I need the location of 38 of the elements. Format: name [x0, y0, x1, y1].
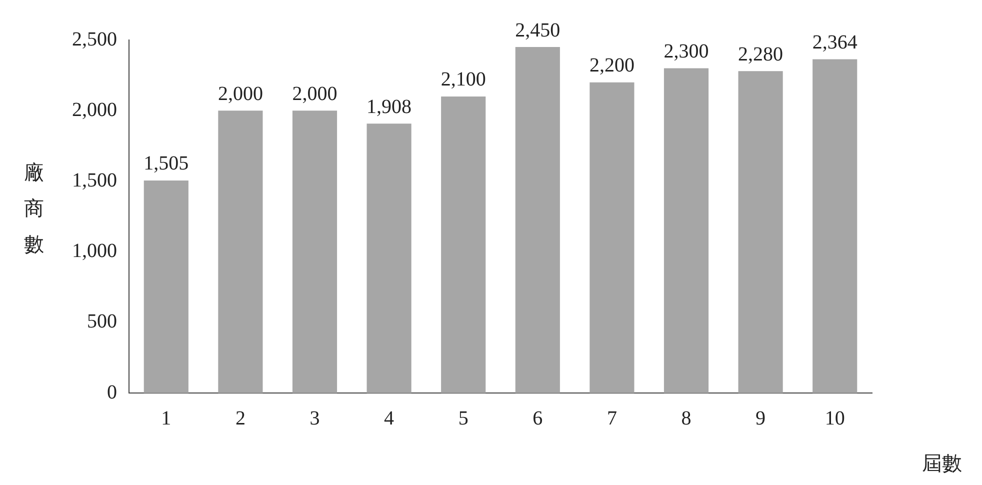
bar — [441, 96, 486, 393]
bar — [292, 110, 338, 393]
data-label: 2,200 — [589, 54, 634, 77]
bar — [218, 110, 263, 393]
bar — [590, 82, 634, 393]
x-tick-label: 2 — [235, 407, 246, 430]
bar — [738, 71, 783, 393]
y-tick-label: 2,500 — [72, 28, 117, 50]
data-label: 1,908 — [366, 96, 412, 118]
bar — [812, 59, 858, 393]
bar — [144, 180, 188, 393]
x-tick-label: 10 — [824, 407, 845, 430]
data-label: 1,505 — [144, 152, 189, 175]
y-tick-label: 1,000 — [72, 240, 117, 262]
x-tick-label: 5 — [458, 407, 468, 430]
x-axis-title: 屆數 — [922, 450, 962, 477]
data-label: 2,364 — [812, 31, 858, 54]
data-label: 2,280 — [738, 43, 784, 66]
y-axis-title: 廠商數 — [24, 160, 44, 256]
x-tick-label: 4 — [384, 407, 394, 430]
data-label: 2,300 — [664, 40, 709, 62]
x-tick-label: 9 — [756, 407, 766, 430]
y-tick-label: 0 — [107, 381, 117, 404]
x-tick-label: 6 — [532, 407, 543, 430]
bar — [515, 47, 560, 393]
x-tick-label: 7 — [606, 407, 617, 430]
x-tick-label: 3 — [310, 407, 320, 430]
bar — [366, 124, 412, 393]
y-tick-label: 500 — [87, 310, 117, 333]
data-label: 2,450 — [515, 19, 560, 42]
data-label: 2,000 — [218, 82, 263, 105]
y-tick-label: 1,500 — [72, 169, 117, 192]
y-tick-label: 2,000 — [72, 98, 117, 121]
x-tick-label: 8 — [681, 407, 692, 430]
data-label: 2,000 — [292, 82, 338, 105]
bar — [664, 68, 709, 393]
data-label: 2,100 — [440, 68, 486, 91]
x-tick-label: 1 — [161, 407, 172, 430]
